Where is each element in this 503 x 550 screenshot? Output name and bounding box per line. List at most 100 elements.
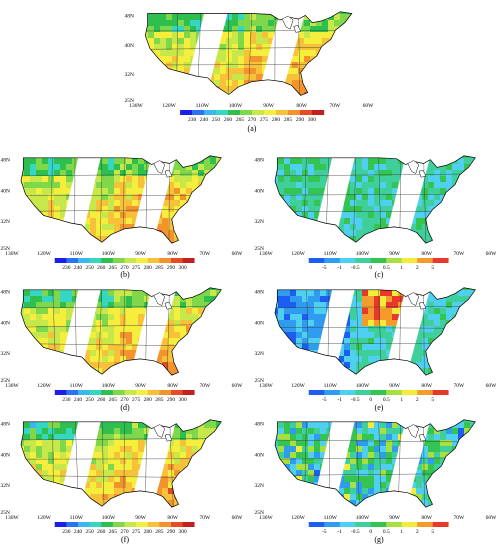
field-mosaic bbox=[275, 155, 476, 244]
colorbar-tick-label: 5 bbox=[431, 265, 434, 271]
lat-tick-label: 48N bbox=[1, 158, 11, 164]
lon-tick-label: 100W bbox=[102, 515, 116, 521]
lon-tick-label: 110W bbox=[324, 383, 338, 389]
lon-tick-label: 80W bbox=[167, 251, 179, 257]
caption-a: (a) bbox=[247, 124, 257, 133]
lon-tick-label: 110W bbox=[196, 103, 210, 109]
lon-tick-label: 90W bbox=[389, 251, 401, 257]
caption-b: (b) bbox=[120, 270, 130, 279]
lon-tick-label: 70W bbox=[330, 103, 342, 109]
colorbar-tick-label: 2 bbox=[416, 397, 419, 403]
lon-tick-label: 70W bbox=[454, 515, 466, 521]
lat-tick-label: 40N bbox=[255, 452, 265, 458]
colorbar-tick-label: 290 bbox=[167, 529, 176, 535]
colorbar: -5 -1 -0.5 0 0.5 1 2 5 bbox=[308, 258, 449, 271]
colorbar-tick-label: 2 bbox=[416, 529, 419, 535]
colorbar-tick-label: 285 bbox=[155, 397, 164, 403]
colorbar-tick-label: 0 bbox=[369, 529, 372, 535]
lat-tick-label: 40N bbox=[255, 320, 265, 326]
lat-tick-label: 25N bbox=[1, 510, 11, 516]
lon-tick-label: 120W bbox=[37, 383, 51, 389]
colorbar-tick-label: 0.5 bbox=[383, 529, 390, 535]
colorbar-tick-label: 280 bbox=[144, 265, 153, 271]
colorbar-tick-label: 260 bbox=[97, 529, 106, 535]
lon-tick-label: 90W bbox=[135, 515, 147, 521]
colorbar-tick-label: 290 bbox=[167, 265, 176, 271]
map-panel-f: 48N 40N 32N 25N 130W 120W 110W 100W 90W 80W 70W 60W… bbox=[1, 416, 243, 535]
colorbar-tick-label: 300 bbox=[179, 397, 188, 403]
lon-tick-label: 80W bbox=[421, 383, 433, 389]
field-mosaic bbox=[275, 287, 476, 376]
map-panel-g: 48N 40N 32N 25N 130W 120W 110W 100W 90W 80W 70W 60W… bbox=[255, 416, 497, 535]
lon-tick-label: 90W bbox=[389, 383, 401, 389]
lon-tick-label: 80W bbox=[421, 251, 433, 257]
field-mosaic bbox=[21, 419, 222, 508]
lon-tick-label: 130W bbox=[129, 103, 143, 109]
lon-tick-label: 130W bbox=[5, 515, 19, 521]
colorbar-tick-label: 250 bbox=[86, 265, 95, 271]
colorbar: 230 240 250 260 265 270 275 280 285 290 300 bbox=[54, 522, 195, 535]
lon-tick-label: 90W bbox=[389, 515, 401, 521]
lat-tick-label: 32N bbox=[125, 72, 135, 78]
colorbar-tick-label: 285 bbox=[155, 265, 164, 271]
lat-tick-label: 25N bbox=[125, 98, 135, 104]
colorbar-tick-label: 265 bbox=[109, 529, 118, 535]
colorbar-tick-label: 300 bbox=[179, 265, 188, 271]
coastline bbox=[274, 287, 476, 376]
colorbar-tick-label: 0.5 bbox=[383, 265, 390, 271]
colorbar-tick-label: -0.5 bbox=[351, 397, 360, 403]
lon-tick-label: 60W bbox=[486, 383, 498, 389]
colorbar-tick-label: 280 bbox=[144, 397, 153, 403]
lat-tick-label: 40N bbox=[1, 188, 11, 194]
lat-tick-label: 25N bbox=[255, 378, 265, 384]
lat-tick-label: 25N bbox=[1, 246, 11, 252]
lon-tick-label: 110W bbox=[70, 251, 84, 257]
colorbar-tick-label: -0.5 bbox=[351, 529, 360, 535]
colorbar-tick-label: 265 bbox=[109, 265, 118, 271]
colorbar-tick-label: 230 bbox=[62, 529, 71, 535]
lon-tick-label: 100W bbox=[102, 383, 116, 389]
colorbar: 230 240 250 260 265 270 275 280 285 290 300 bbox=[54, 390, 195, 403]
lon-tick-label: 120W bbox=[291, 515, 305, 521]
lon-tick-label: 90W bbox=[135, 383, 147, 389]
lon-tick-label: 110W bbox=[70, 515, 84, 521]
lon-tick-label: 130W bbox=[259, 383, 273, 389]
lat-tick-label: 48N bbox=[1, 290, 11, 296]
colorbar: 230 240 250 260 265 270 275 280 285 290 300 bbox=[54, 258, 195, 271]
coastline bbox=[20, 419, 222, 508]
lat-tick-label: 40N bbox=[1, 320, 11, 326]
colorbar-tick-label: -1 bbox=[337, 397, 342, 403]
colorbar-tick-label: 260 bbox=[224, 117, 233, 123]
lon-tick-label: 110W bbox=[324, 251, 338, 257]
colorbar-tick-label: 0 bbox=[369, 397, 372, 403]
lon-tick-label: 80W bbox=[421, 515, 433, 521]
colorbar-tick-label: 280 bbox=[272, 117, 281, 123]
lon-tick-label: 70W bbox=[454, 383, 466, 389]
colorbar-tick-label: 240 bbox=[74, 529, 83, 535]
lat-tick-label: 32N bbox=[255, 219, 265, 225]
field-mosaic bbox=[21, 287, 222, 376]
lon-tick-label: 130W bbox=[5, 383, 19, 389]
lat-tick-label: 40N bbox=[1, 452, 11, 458]
caption-d: (d) bbox=[120, 403, 130, 412]
lon-tick-label: 100W bbox=[102, 251, 116, 257]
colorbar-tick-label: 1 bbox=[400, 397, 403, 403]
colorbar-tick-label: 280 bbox=[144, 529, 153, 535]
colorbar-tick-label: 5 bbox=[431, 529, 434, 535]
lon-tick-label: 130W bbox=[259, 251, 273, 257]
lat-tick-label: 48N bbox=[255, 158, 265, 164]
lat-tick-label: 48N bbox=[1, 422, 11, 428]
lon-tick-label: 130W bbox=[5, 251, 19, 257]
lon-tick-label: 100W bbox=[356, 383, 370, 389]
lon-tick-label: 70W bbox=[200, 383, 212, 389]
lon-tick-label: 70W bbox=[454, 251, 466, 257]
lon-tick-label: 80W bbox=[167, 515, 179, 521]
coastline bbox=[274, 419, 476, 508]
lon-tick-label: 70W bbox=[200, 515, 212, 521]
lat-tick-label: 25N bbox=[1, 378, 11, 384]
colorbar: 230 240 250 260 265 270 275 280 285 290 300 bbox=[180, 110, 325, 123]
colorbar-tick-label: -1 bbox=[337, 529, 342, 535]
